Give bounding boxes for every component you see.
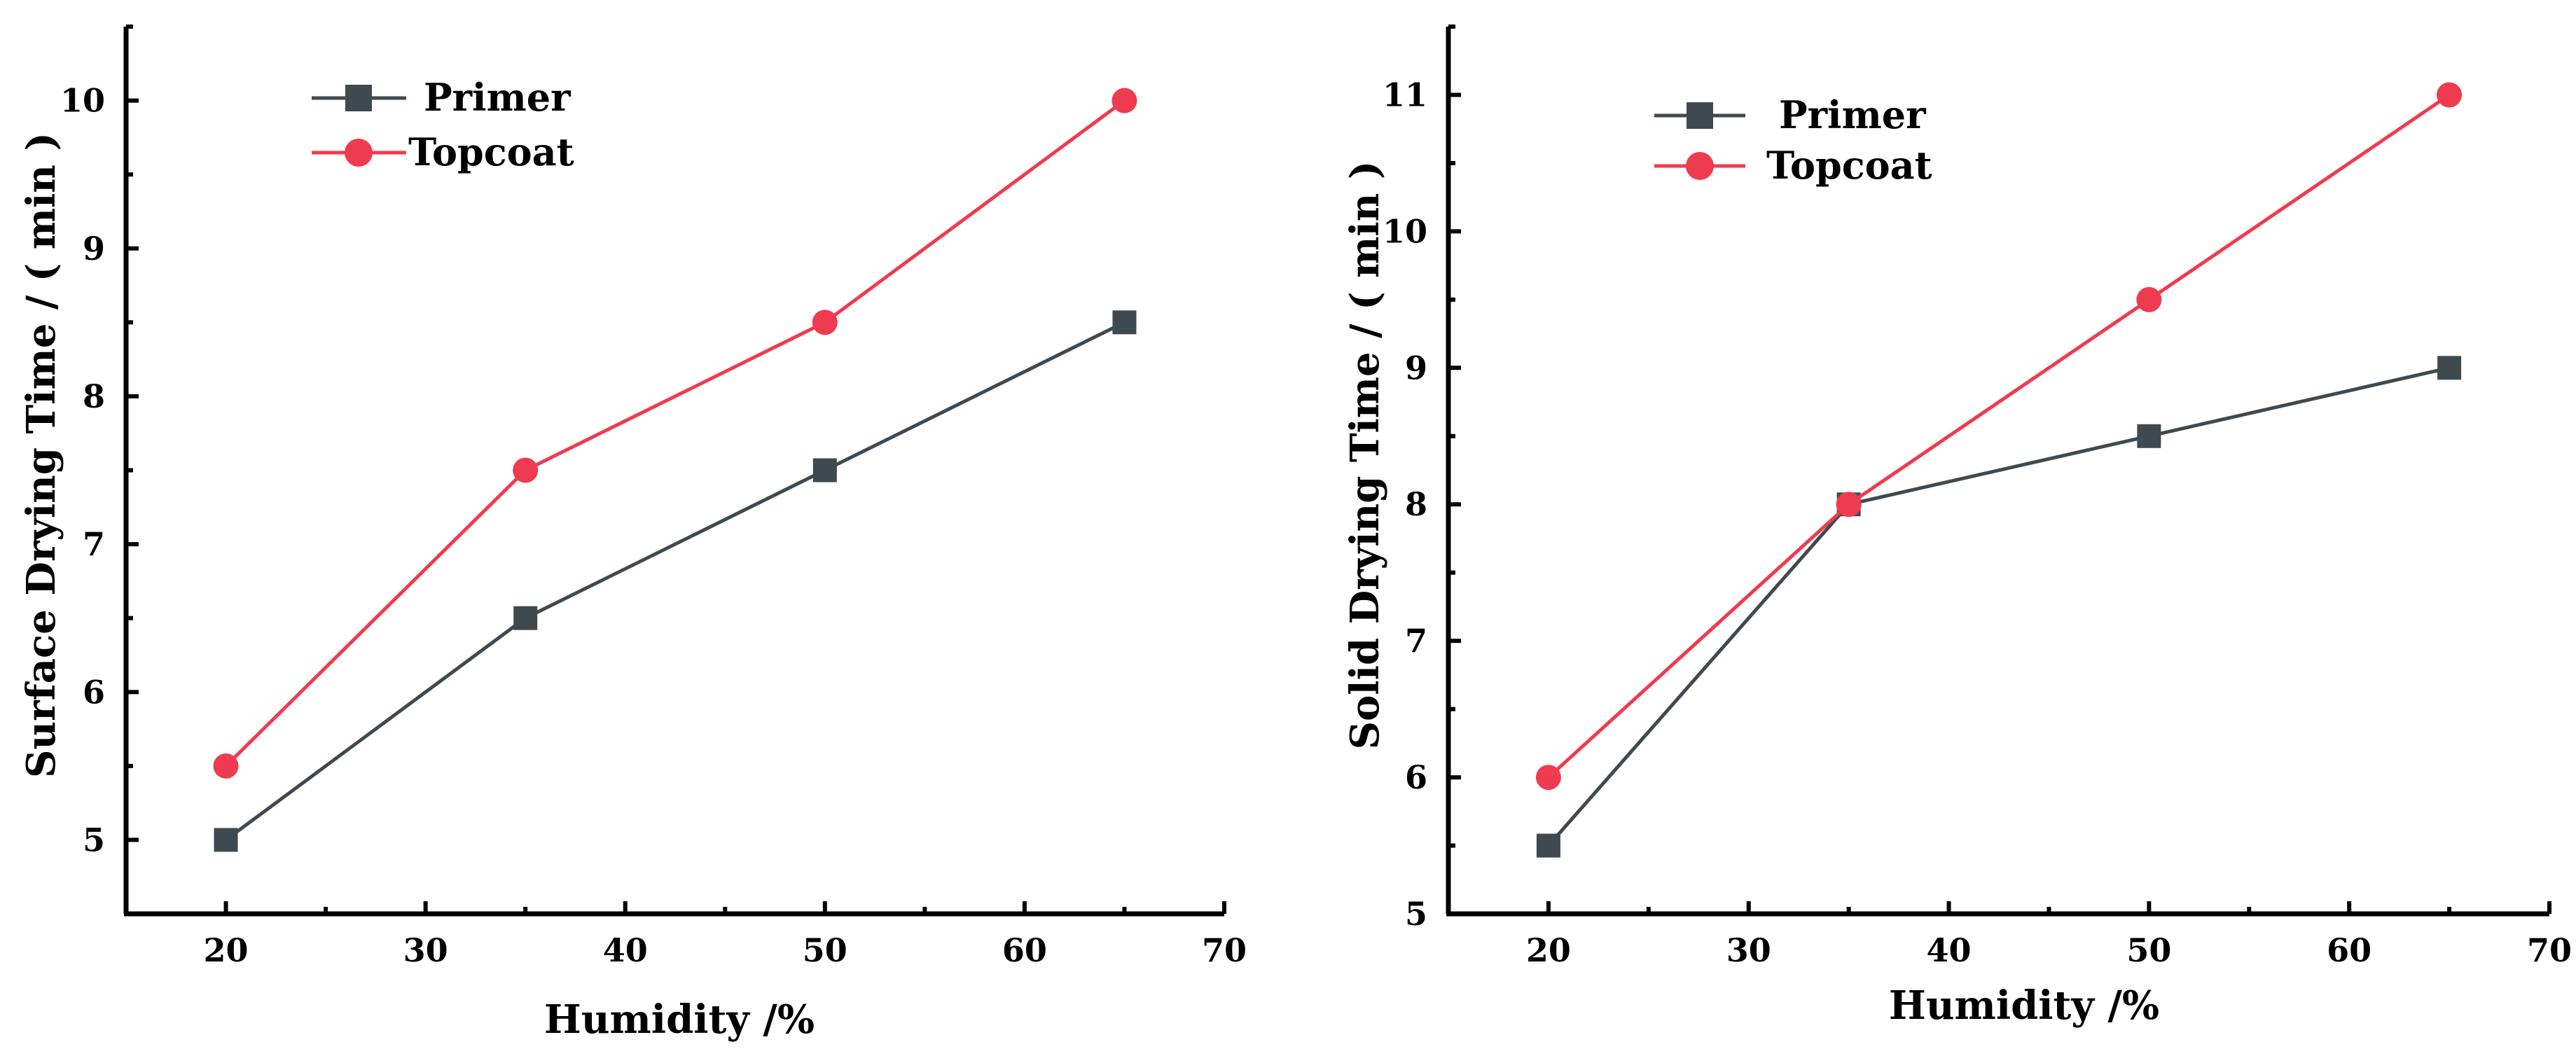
right-y-axis-title: Solid Drying Time / ( min ) xyxy=(1342,161,1388,750)
right-y-tick-label: 11 xyxy=(1383,76,1427,113)
right-y-tick-label: 9 xyxy=(1405,349,1427,387)
right-topcoat-point xyxy=(2437,82,2463,108)
right-x-tick-label: 40 xyxy=(1927,931,1972,969)
right-x-tick-label: 60 xyxy=(2327,931,2371,969)
left-y-tick-label: 10 xyxy=(60,82,105,120)
left-legend: Primer Topcoat xyxy=(312,75,574,174)
left-topcoat-series-line xyxy=(224,99,1126,767)
left-y-tick-label: 9 xyxy=(83,230,105,268)
left-y-tick-label: 6 xyxy=(83,673,105,711)
left-legend-topcoat-marker xyxy=(345,139,373,167)
left-y-tick-label: 8 xyxy=(83,377,105,415)
left-y-axis-title: Surface Drying Time / ( min ) xyxy=(18,132,64,778)
right-primer-point xyxy=(2437,356,2462,380)
right-x-axis-title: Humidity /% xyxy=(1889,982,2159,1029)
left-legend-primer-marker xyxy=(345,85,372,111)
left-topcoat-point xyxy=(213,753,239,779)
left-x-tick-label: 60 xyxy=(1002,931,1047,969)
right-y-tick-label: 6 xyxy=(1405,758,1427,796)
left-primer-series-line xyxy=(225,321,1126,842)
right-x-tick-label: 50 xyxy=(2126,931,2171,969)
left-y-tick-label: 7 xyxy=(83,525,105,563)
left-plot-area: 20 30 40 50 60 70 5 6 7 8 9 10 xyxy=(60,25,1247,969)
right-y-tick-label: 7 xyxy=(1405,622,1427,660)
chart-right: 20 30 40 50 60 70 5 6 7 8 9 10 11 Humidity /% Solid … xyxy=(1342,25,2572,1029)
right-primer-series-line xyxy=(1547,366,2450,847)
right-primer-point xyxy=(2137,424,2161,448)
right-topcoat-point xyxy=(2136,286,2162,312)
left-topcoat-point xyxy=(812,310,838,335)
left-x-tick-label: 30 xyxy=(403,931,448,969)
right-plot-area: 20 30 40 50 60 70 5 6 7 8 9 10 11 xyxy=(1383,25,2572,969)
left-x-axis-title: Humidity /% xyxy=(544,996,815,1043)
right-primer-point xyxy=(1536,833,1560,858)
right-topcoat-series-line xyxy=(1547,93,2451,779)
left-primer-point xyxy=(1112,310,1137,335)
right-legend-primer-label: Primer xyxy=(1779,92,1926,137)
left-topcoat-point xyxy=(513,457,539,483)
right-x-tick-label: 70 xyxy=(2527,931,2572,969)
left-x-tick-label: 20 xyxy=(204,931,249,969)
left-primer-point xyxy=(812,458,837,482)
right-topcoat-point xyxy=(1836,492,1862,517)
right-legend-topcoat-label: Topcoat xyxy=(1766,143,1932,188)
right-legend: Primer Topcoat xyxy=(1654,92,1932,188)
left-x-tick-label: 70 xyxy=(1202,931,1247,969)
left-legend-primer-label: Primer xyxy=(424,75,571,120)
left-x-tick-label: 40 xyxy=(603,931,648,969)
left-primer-point xyxy=(513,606,538,630)
right-legend-topcoat-marker xyxy=(1686,152,1714,180)
left-y-tick-label: 5 xyxy=(83,821,105,859)
right-y-tick-label: 10 xyxy=(1383,212,1427,250)
left-x-tick-label: 50 xyxy=(803,931,847,969)
left-topcoat-point xyxy=(1112,88,1137,113)
right-x-tick-label: 30 xyxy=(1726,931,1771,969)
right-y-tick-label: 8 xyxy=(1405,485,1427,523)
left-legend-topcoat-label: Topcoat xyxy=(408,130,574,174)
right-legend-primer-marker xyxy=(1687,102,1713,129)
right-x-tick-label: 20 xyxy=(1526,931,1571,969)
left-primer-point xyxy=(214,828,238,852)
right-y-tick-label: 5 xyxy=(1405,895,1427,933)
right-topcoat-point xyxy=(1535,765,1561,791)
chart-left: 20 30 40 50 60 70 5 6 7 8 9 10 Humidity /% Surface … xyxy=(18,25,1247,1043)
